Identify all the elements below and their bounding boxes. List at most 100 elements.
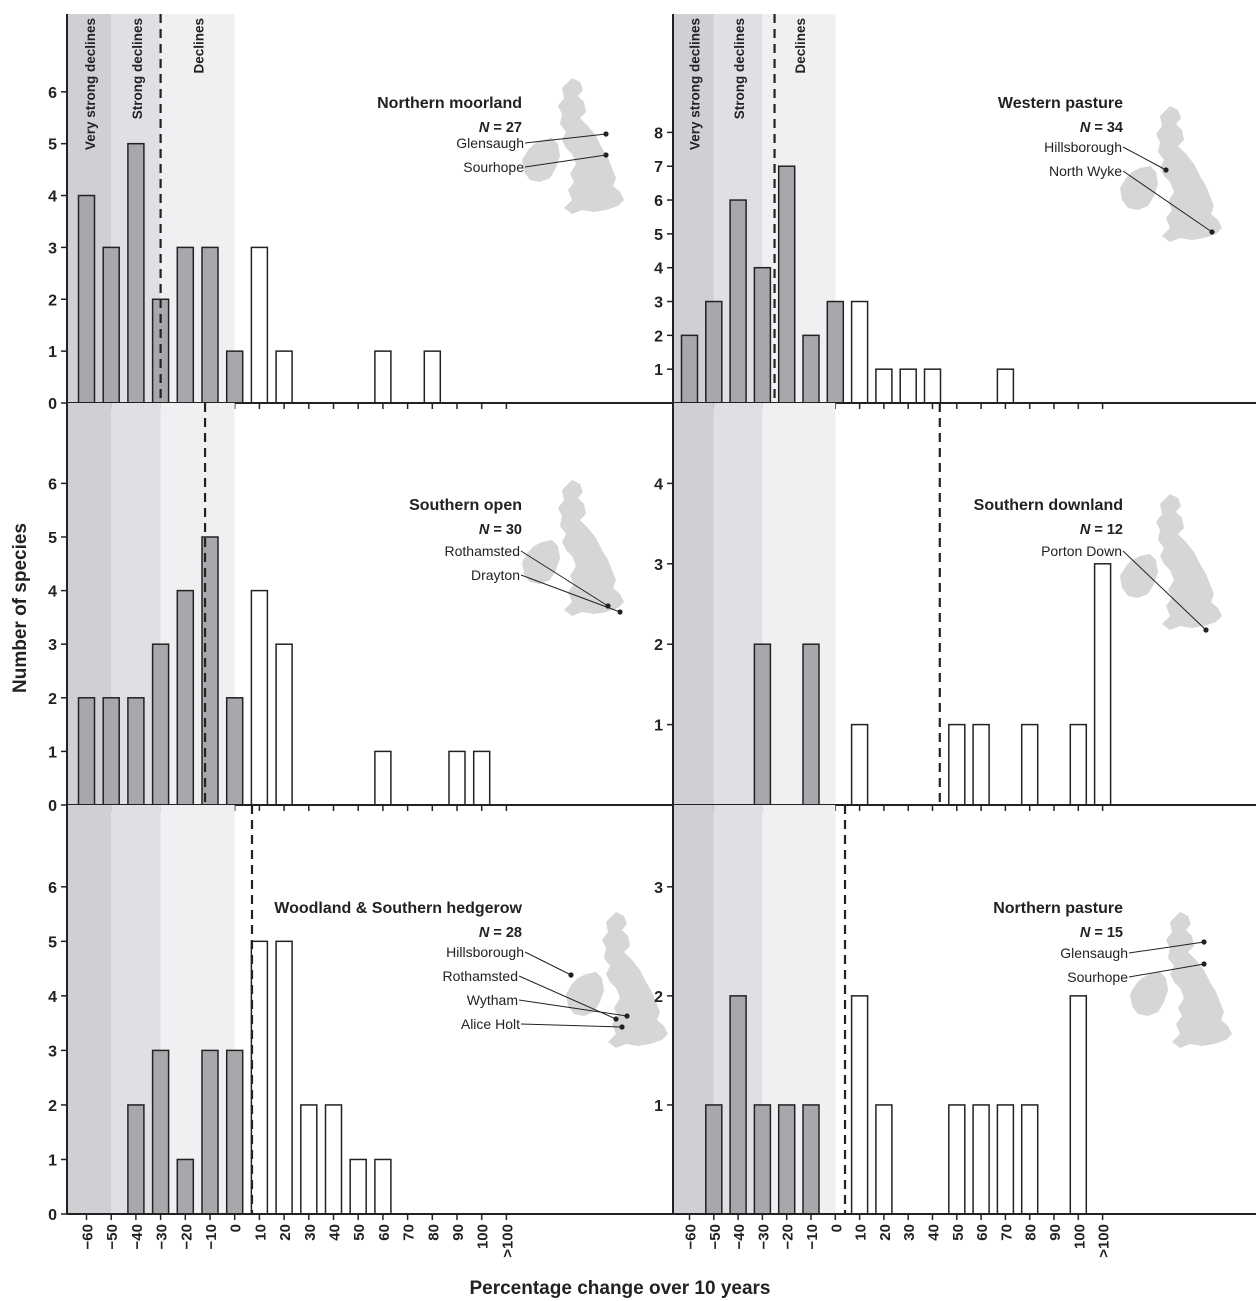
y-tick-label: 3 [654, 880, 663, 897]
n-value: = 27 [489, 120, 522, 136]
x-tick-label: >100 [1096, 1224, 1113, 1258]
y-tick-label: 4 [48, 989, 57, 1006]
x-tick-label: 80 [1023, 1224, 1040, 1241]
x-tick-label: 90 [1047, 1224, 1064, 1241]
x-tick-label: 100 [1071, 1224, 1088, 1249]
bar-10 [250, 246, 269, 404]
panel-northern-moorland: Very strong declines Strong declines Decli… [48, 14, 673, 413]
panel-title: Northern pasture [993, 900, 1123, 917]
site-leader-line [520, 574, 621, 613]
bar-60 [374, 750, 392, 806]
site-leader-line [520, 550, 609, 607]
bar-0 [225, 350, 244, 404]
bar-20 [275, 643, 293, 806]
bar-10 [250, 940, 269, 1215]
bar--30 [151, 643, 170, 806]
bar-60 [374, 350, 392, 404]
n-symbol: N [479, 120, 490, 136]
y-tick-label: 1 [654, 362, 663, 379]
n-value: = 28 [489, 925, 522, 941]
bar-20 [275, 350, 293, 404]
x-tick-label: 50 [351, 1224, 368, 1241]
site-leader-line [524, 951, 572, 976]
y-tick-label: 6 [48, 880, 57, 897]
zone-label-declines: Declines [192, 18, 207, 74]
zone-declines [762, 403, 836, 805]
site-label-glensaugh: Glensaugh [1060, 945, 1128, 961]
site-leader-line [1128, 941, 1205, 954]
y-tick-label: 1 [48, 744, 57, 761]
zone-label-declines: Declines [793, 18, 808, 74]
uk-map-icon [522, 480, 624, 616]
bar-50 [948, 723, 966, 806]
bar-80 [1020, 1104, 1039, 1215]
site-leader-line [524, 133, 607, 144]
y-tick-label: 6 [48, 476, 57, 493]
panel-southern-open: 0 1 2 3 4 5 6 Southern open N = 30 Rothamsted Dray… [48, 403, 673, 815]
zone-label-strong-declines: Strong declines [732, 18, 747, 119]
x-tick-label: 20 [277, 1224, 294, 1241]
y-tick-label: 1 [48, 1152, 57, 1169]
x-tick-label: 10 [252, 1224, 269, 1241]
x-tick-label: 70 [401, 1224, 418, 1241]
x-tick-label: −60 [80, 1224, 97, 1249]
y-tick-label: 5 [48, 530, 57, 547]
n-value: = 34 [1090, 120, 1123, 136]
y-tick-label: 4 [48, 584, 57, 601]
y-tick-label: 1 [654, 1098, 663, 1115]
y-tick-label: 3 [48, 240, 57, 257]
uk-map-shape [566, 912, 668, 1048]
zone-label-strong-declines: Strong declines [130, 18, 145, 119]
uk-map-icon [1130, 912, 1232, 1048]
site-label-alice-holt: Alice Holt [461, 1016, 520, 1032]
panel-southern-downland: 1 2 3 4 Southern downland N = 12 Porton Down [654, 403, 1256, 811]
x-tick-label: 40 [926, 1224, 943, 1241]
bar--10 [802, 1104, 820, 1215]
n-symbol: N [1080, 120, 1091, 136]
site-dot [624, 1013, 630, 1019]
x-tick-label: 60 [974, 1224, 991, 1241]
x-tick-label: 40 [327, 1224, 344, 1241]
x-tick-label: −50 [707, 1224, 724, 1249]
site-label-rothamsted: Rothamsted [445, 543, 520, 559]
x-tick-label: −30 [755, 1224, 772, 1249]
site-label-wytham: Wytham [467, 992, 518, 1008]
bar--40 [127, 142, 145, 404]
x-tick-label: 100 [475, 1224, 492, 1249]
bar-70 [996, 368, 1015, 404]
bar--60 [680, 334, 699, 404]
site-dot [613, 1016, 619, 1022]
uk-map-icon [566, 912, 668, 1048]
bar-0 [826, 300, 845, 404]
uk-map-shape [1130, 912, 1232, 1048]
x-tick-label: 20 [877, 1224, 894, 1241]
y-tick-label: 4 [654, 476, 663, 493]
y-tick-label: 2 [654, 328, 663, 345]
zone-declines [762, 805, 836, 1214]
bar--10 [802, 643, 820, 806]
bar--20 [176, 246, 195, 404]
site-label-hillsborough: Hillsborough [1044, 139, 1122, 155]
site-dot [1201, 961, 1207, 967]
site-dot [1209, 229, 1215, 235]
site-dot [1201, 939, 1207, 945]
n-symbol: N [1080, 522, 1091, 538]
bar-50 [349, 1158, 367, 1215]
bar--10 [201, 1049, 219, 1215]
bar--10 [802, 334, 820, 404]
zone-very-strong-declines [673, 403, 714, 805]
y-tick-label: 8 [654, 125, 663, 142]
bar-40 [324, 1104, 343, 1215]
n-symbol: N [1080, 925, 1091, 941]
bar--40 [127, 1104, 145, 1215]
site-dot [568, 972, 574, 978]
x-tick-label: 70 [998, 1224, 1015, 1241]
x-tick-label: −40 [731, 1224, 748, 1249]
x-tick-label: −60 [683, 1224, 700, 1249]
site-leader-line [520, 1023, 623, 1028]
y-tick-label: 6 [654, 193, 663, 210]
y-tick-label: 2 [48, 691, 57, 708]
x-tick-label: 30 [901, 1224, 918, 1241]
site-leader-line [1122, 146, 1167, 171]
site-label-glensaugh: Glensaugh [456, 135, 524, 151]
